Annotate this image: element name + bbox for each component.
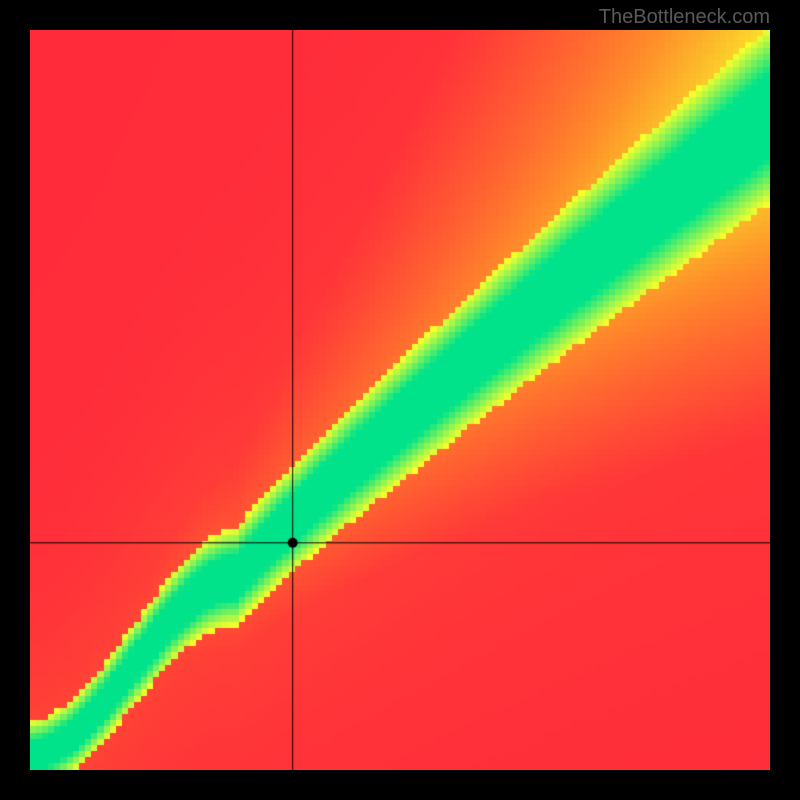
watermark-label: TheBottleneck.com: [599, 6, 770, 29]
bottleneck-heatmap-chart: [30, 30, 770, 770]
heatmap-canvas: [30, 30, 770, 770]
